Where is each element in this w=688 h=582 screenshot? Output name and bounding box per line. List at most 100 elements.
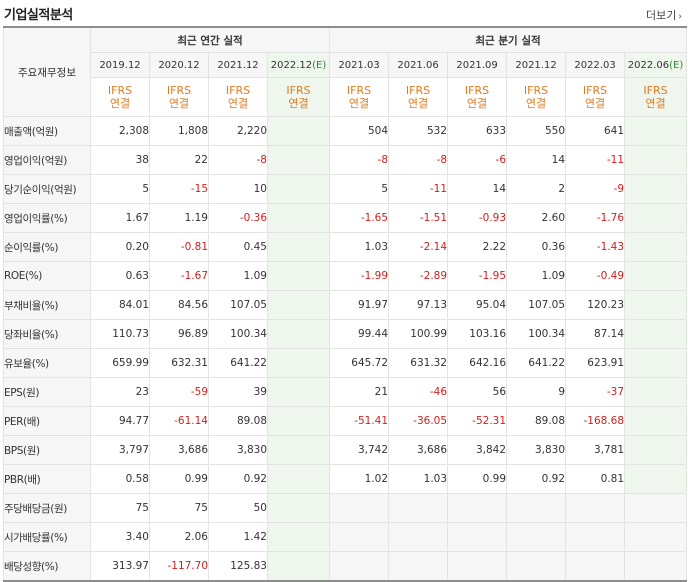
quarter-cell: 2	[506, 174, 567, 204]
ifrs-cell: IFRS 연결	[447, 77, 508, 117]
annual-cell	[266, 551, 331, 582]
quarter-cell: 1.03	[388, 464, 449, 494]
annual-cell: 22	[149, 145, 209, 175]
quarter-cell: 100.34	[506, 319, 567, 349]
annual-cell: 1.42	[208, 522, 268, 552]
quarter-cell: 9	[506, 377, 567, 407]
group-quarter: 최근 분기 실적	[329, 26, 688, 53]
ifrs-cell: IFRS 연결	[388, 77, 449, 117]
annual-cell: 641.22	[208, 348, 268, 378]
annual-cell	[266, 493, 331, 523]
table-row: ROE(%) 0.63 -1.67 1.09 -1.99 -2.89 -1.95 1.09 -0…	[3, 261, 688, 291]
row-label: 시가배당률(%)	[3, 522, 91, 552]
quarter-cell-empty	[506, 493, 567, 523]
annual-cell: 75	[149, 493, 209, 523]
table-row: 부채비율(%) 84.01 84.56 107.05 91.97 97.13 95.04 10…	[3, 290, 688, 320]
quarter-cell: 1.03	[329, 232, 390, 262]
quarter-cell-empty	[624, 522, 688, 552]
annual-cell: 3,797	[90, 435, 150, 465]
quarter-cell: 107.05	[506, 290, 567, 320]
consolidated-label: 연결	[466, 97, 488, 110]
quarter-cell	[624, 174, 688, 204]
annual-cell: 313.97	[90, 551, 150, 582]
table-body: 매출액(억원) 2,308 1,808 2,220 504 532 633 550 641 영업이…	[3, 116, 688, 582]
annual-cell	[266, 145, 331, 175]
ifrs-cell: IFRS 연결	[90, 77, 150, 117]
ifrs-label: IFRS	[643, 84, 668, 97]
quarter-cell-empty	[624, 493, 688, 523]
annual-cell: 110.73	[90, 319, 150, 349]
quarter-cell-empty	[506, 522, 567, 552]
quarter-cell-empty	[565, 522, 626, 552]
more-link[interactable]: 더보기 ›	[646, 7, 682, 23]
quarter-cell: 3,781	[565, 435, 626, 465]
annual-cell	[266, 435, 331, 465]
quarter-cell: 103.16	[447, 319, 508, 349]
section-header: 기업실적분석 더보기 ›	[0, 0, 688, 26]
quarter-cell: 3,742	[329, 435, 390, 465]
quarter-cell: -2.89	[388, 261, 449, 291]
consolidated-label: 연결	[645, 97, 666, 110]
quarter-cell: 2.60	[506, 203, 567, 233]
table-row: 영업이익(억원) 38 22 -8 -8 -8 -6 14 -11	[3, 145, 688, 175]
quarter-cell-empty	[388, 551, 449, 582]
quarter-cell: -1.43	[565, 232, 626, 262]
quarter-cell: 631.32	[388, 348, 449, 378]
annual-cell	[266, 203, 331, 233]
quarter-cell: 633	[447, 116, 508, 146]
quarter-cell: -11	[565, 145, 626, 175]
table-row: 시가배당률(%) 3.40 2.06 1.42	[3, 522, 688, 552]
annual-cell: 38	[90, 145, 150, 175]
period-annual: 2021.12	[208, 52, 268, 78]
quarter-cell: 641.22	[506, 348, 567, 378]
quarter-cell: 99.44	[329, 319, 390, 349]
quarter-cell: 21	[329, 377, 390, 407]
ifrs-label: IFRS	[166, 84, 192, 97]
consolidated-label: 연결	[109, 97, 131, 110]
period-row: 2019.12 2020.12 2021.12 2022.12(E) 2021.03 20…	[4, 52, 688, 78]
annual-cell: -0.81	[149, 232, 209, 262]
row-label: 영업이익률(%)	[3, 203, 91, 233]
annual-cell: 2,308	[90, 116, 150, 146]
annual-cell: 0.45	[208, 232, 268, 262]
estimate-mark: (E)	[312, 59, 327, 71]
quarter-cell: -1.51	[388, 203, 449, 233]
quarter-cell-empty	[447, 551, 508, 582]
table-row: 순이익률(%) 0.20 -0.81 0.45 1.03 -2.14 2.22 0.36 -1.…	[3, 232, 688, 262]
period-quarter: 2021.06	[388, 52, 449, 78]
ifrs-label: IFRS	[107, 84, 133, 97]
row-label: 당기순이익(억원)	[3, 174, 91, 204]
quarter-cell-empty	[329, 493, 390, 523]
annual-cell: -0.36	[208, 203, 268, 233]
quarter-cell: 623.91	[565, 348, 626, 378]
consolidated-label: 연결	[168, 97, 190, 110]
quarter-cell: -1.76	[565, 203, 626, 233]
consolidated-label: 연결	[348, 97, 370, 110]
quarter-cell: 641	[565, 116, 626, 146]
ifrs-label: IFRS	[346, 84, 372, 97]
table-corner-label: 주요재무정보	[3, 26, 91, 117]
ifrs-cell: IFRS 연결	[506, 77, 567, 117]
annual-cell: 96.89	[149, 319, 209, 349]
quarter-cell: -2.14	[388, 232, 449, 262]
annual-cell: 23	[90, 377, 150, 407]
table-row: 당기순이익(억원) 5 -15 10 5 -11 14 2 -9	[3, 174, 688, 204]
annual-cell: 0.99	[149, 464, 209, 494]
quarter-cell: 0.81	[565, 464, 626, 494]
consolidated-label: 연결	[584, 97, 606, 110]
group-annual: 최근 연간 실적	[89, 26, 331, 53]
table-row: 유보율(%) 659.99 632.31 641.22 645.72 631.32 642.…	[3, 348, 688, 378]
row-label: EPS(원)	[3, 377, 91, 407]
annual-cell	[266, 464, 331, 494]
period-quarter: 2022.06(E)	[624, 52, 688, 78]
period-quarter: 2021.03	[329, 52, 390, 78]
ifrs-label: IFRS	[286, 84, 311, 97]
row-label: BPS(원)	[3, 435, 91, 465]
annual-cell: 94.77	[90, 406, 150, 436]
annual-cell: -117.70	[149, 551, 209, 582]
quarter-cell: 3,842	[447, 435, 508, 465]
quarter-cell: 100.99	[388, 319, 449, 349]
quarter-cell: 532	[388, 116, 449, 146]
quarter-cell: -51.41	[329, 406, 390, 436]
quarter-cell	[624, 261, 688, 291]
